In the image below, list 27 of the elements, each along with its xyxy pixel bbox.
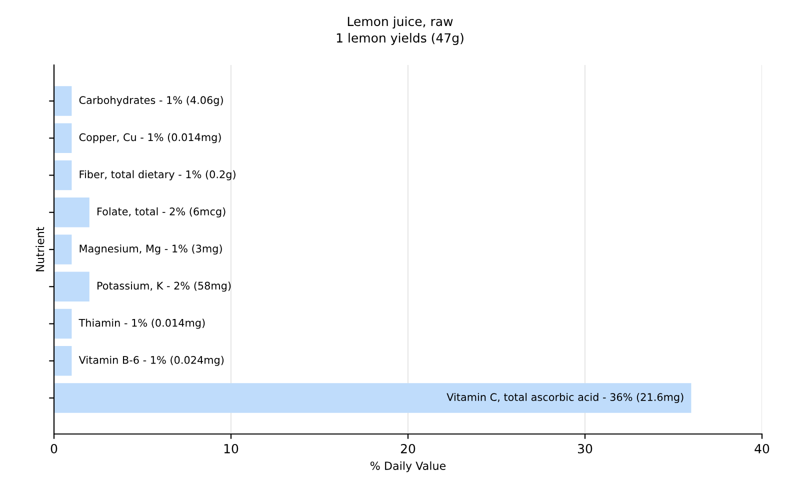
- category-label: Vitamin C, total ascorbic acid - 36% (21.6mg): [446, 392, 684, 404]
- category-label: Fiber, total dietary - 1% (0.2g): [80, 170, 236, 180]
- bar: [54, 383, 692, 413]
- bar: [54, 86, 72, 116]
- bar: [54, 272, 90, 302]
- chart-subtitle: 1 lemon yields (47g): [336, 32, 464, 46]
- x-tick-label: 20: [400, 444, 416, 454]
- category-label: Carbohydrates - 1% (4.06g): [79, 96, 223, 106]
- bar: [54, 198, 90, 228]
- bar: [54, 234, 72, 264]
- bar: [54, 123, 72, 153]
- bar: [54, 160, 72, 190]
- x-tick-label: 0: [50, 444, 58, 454]
- chart-title: Lemon juice, raw: [348, 16, 453, 29]
- x-axis-title: % Daily Value: [370, 461, 446, 472]
- category-label: Folate, total - 2% (6mcg): [98, 207, 226, 218]
- x-tick-label: 10: [224, 444, 238, 454]
- category-label: Magnesium, Mg - 1% (3mg): [80, 244, 222, 255]
- category-label: Potassium, K - 2% (58mg): [98, 282, 231, 292]
- bar: [54, 308, 72, 339]
- category-label: Thiamin - 1% (0.014mg): [78, 318, 205, 329]
- y-axis-title: Nutrient: [36, 226, 44, 272]
- x-tick-label: 30: [578, 444, 592, 454]
- category-label: Vitamin B-6 - 1% (0.024mg): [78, 356, 224, 366]
- bar: [54, 346, 72, 376]
- x-tick-label: 40: [754, 444, 770, 454]
- category-label: Copper, Cu - 1% (0.014mg): [79, 133, 221, 144]
